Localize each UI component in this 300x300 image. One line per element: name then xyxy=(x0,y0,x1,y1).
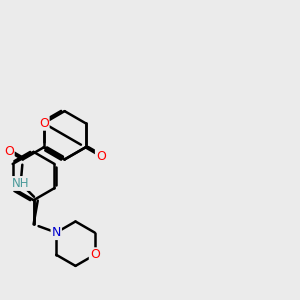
Text: O: O xyxy=(4,145,14,158)
Text: O: O xyxy=(96,150,106,163)
Text: O: O xyxy=(39,117,49,130)
Text: NH: NH xyxy=(12,177,29,190)
Text: O: O xyxy=(90,248,100,261)
Text: N: N xyxy=(52,226,61,239)
